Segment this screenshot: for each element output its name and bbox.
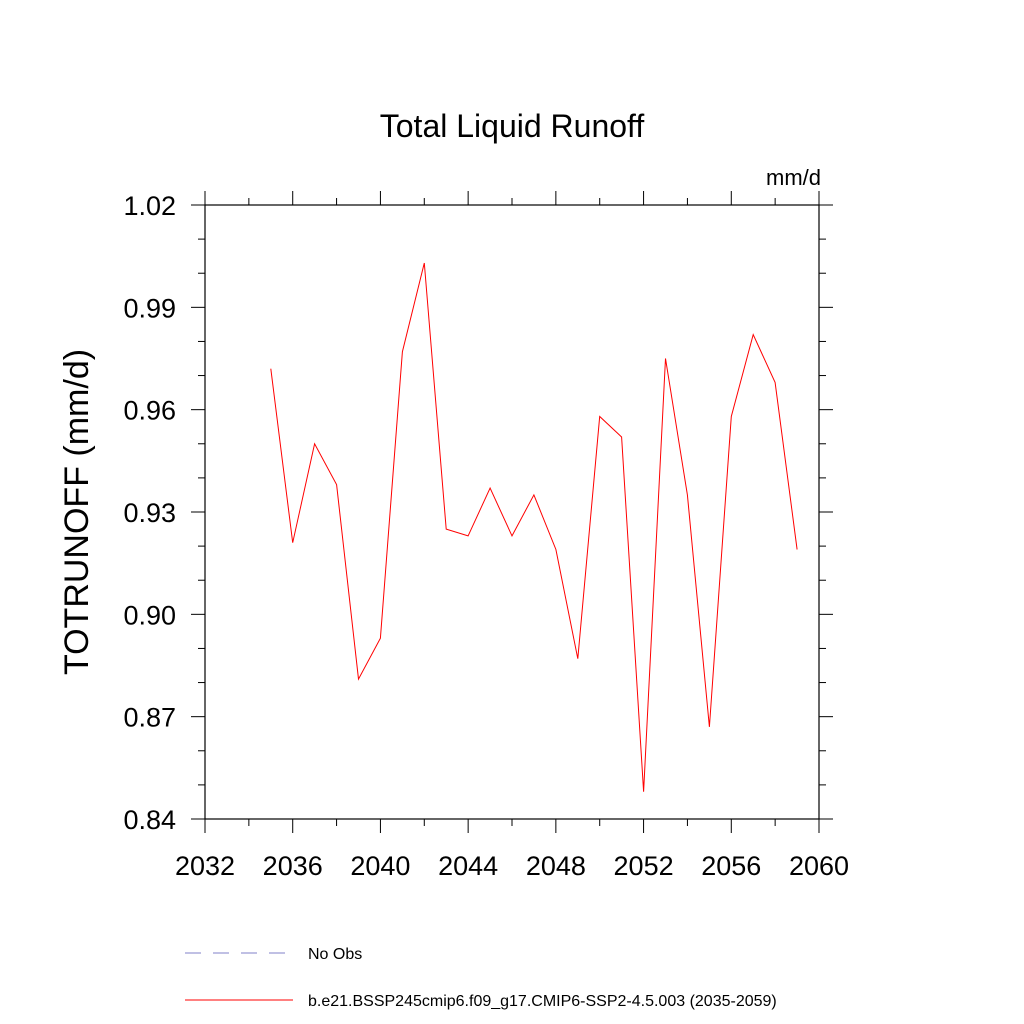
y-tick-label: 1.02 [123,191,176,221]
y-tick-label: 0.87 [123,703,176,733]
y-axis-label: TOTRUNOFF (mm/d) [58,349,96,675]
y-tick-label: 0.84 [123,805,176,835]
legend-label-model: b.e21.BSSP245cmip6.f09_g17.CMIP6-SSP2-4.… [308,993,777,1010]
x-tick-label: 2060 [789,851,849,881]
x-tick-label: 2032 [175,851,235,881]
axis-ticks [191,191,833,833]
series-group [270,262,798,792]
plot-frame [204,204,820,820]
x-tick-label: 2040 [350,851,410,881]
x-tick-label: 2044 [438,851,498,881]
chart-title: Total Liquid Runoff [380,108,645,144]
x-tick-labels: 2032 2036 2040 2044 2048 2052 2056 2060 [175,851,849,881]
units-label: mm/d [766,165,821,190]
x-tick-label: 2056 [701,851,761,881]
legend-label-no-obs: No Obs [308,946,362,963]
x-tick-label: 2036 [263,851,323,881]
y-tick-label: 0.90 [123,600,176,630]
series-line [270,262,798,792]
x-tick-label: 2052 [614,851,674,881]
y-tick-label: 0.99 [123,293,176,323]
legend: No Obs b.e21.BSSP245cmip6.f09_g17.CMIP6-… [185,946,777,1010]
y-tick-label: 0.93 [123,498,176,528]
x-tick-label: 2048 [526,851,586,881]
y-tick-labels: 0.84 0.87 0.90 0.93 0.96 0.99 1.02 [123,191,176,835]
y-tick-label: 0.96 [123,396,176,426]
